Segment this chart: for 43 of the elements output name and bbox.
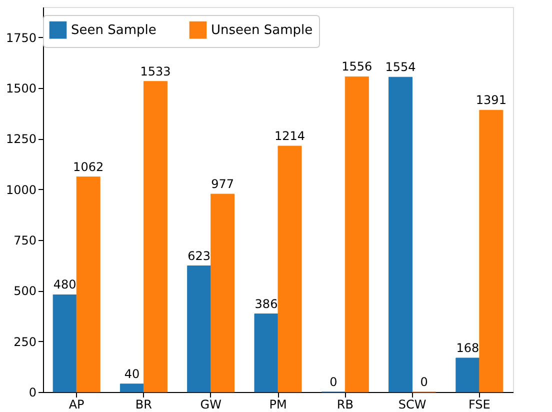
- data-label: 1062: [73, 160, 104, 174]
- y-tick-label: 750: [14, 234, 36, 248]
- legend-label: Seen Sample: [71, 23, 156, 38]
- data-label: 1533: [140, 64, 171, 78]
- bar: [52, 294, 77, 392]
- bar: [456, 358, 480, 392]
- y-tick-label: 250: [14, 334, 36, 349]
- y-tick-label: 1000: [6, 182, 36, 197]
- data-label: 0: [330, 375, 338, 389]
- data-label: 168: [456, 340, 480, 355]
- data-label: 1554: [385, 60, 416, 74]
- data-label: 0: [420, 375, 428, 389]
- y-tick-label: 1500: [6, 82, 36, 96]
- bar: [143, 81, 168, 392]
- data-label: 623: [188, 248, 211, 263]
- bar: [76, 176, 100, 392]
- bar: [254, 314, 278, 392]
- bar: [187, 266, 212, 392]
- bar: [120, 384, 144, 392]
- bar: [344, 76, 369, 392]
- bar: [278, 146, 302, 392]
- x-tick-label: PM: [269, 398, 287, 412]
- x-tick-label: RB: [336, 398, 354, 412]
- x-tick-label: GW: [200, 398, 222, 412]
- y-tick-label: 500: [14, 284, 36, 298]
- data-label: 1214: [274, 129, 306, 144]
- bar: [479, 110, 504, 392]
- x-tick-label: FSE: [468, 398, 490, 412]
- y-tick-label: 0: [28, 386, 36, 400]
- data-label: 1556: [342, 60, 372, 74]
- y-tick-label: 1750: [6, 30, 36, 45]
- data-label: 480: [53, 278, 76, 292]
- data-label: 977: [211, 177, 234, 192]
- y-tick-label: 1250: [6, 132, 36, 146]
- data-label: 386: [254, 296, 278, 311]
- x-tick-label: BR: [135, 398, 152, 412]
- bar: [210, 194, 235, 392]
- data-label: 1391: [476, 93, 506, 108]
- data-label: 40: [124, 366, 140, 381]
- x-tick-label: AP: [68, 398, 84, 412]
- x-tick-label: SCW: [398, 398, 426, 412]
- bar: [388, 76, 413, 392]
- legend-label: Unseen Sample: [211, 23, 313, 38]
